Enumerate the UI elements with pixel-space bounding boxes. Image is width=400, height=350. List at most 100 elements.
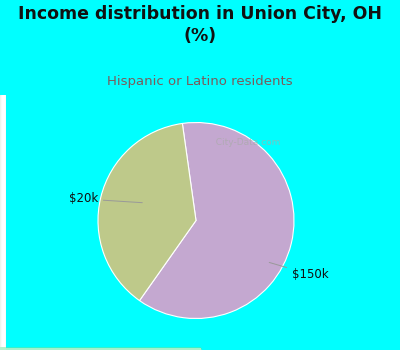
- Bar: [0, 349, 200, 350]
- Bar: [1, 94, 3, 350]
- Bar: [0, 348, 200, 350]
- Bar: [2, 94, 4, 350]
- Bar: [0, 94, 2, 350]
- Bar: [0, 94, 2, 350]
- Bar: [0, 348, 200, 350]
- Bar: [2, 94, 4, 350]
- Bar: [2, 94, 4, 350]
- Bar: [0, 348, 200, 349]
- Bar: [0, 348, 200, 349]
- Bar: [0, 348, 200, 349]
- Bar: [1, 94, 3, 350]
- Bar: [0, 94, 2, 350]
- Bar: [0, 348, 200, 349]
- Bar: [0, 348, 200, 349]
- Bar: [2, 94, 4, 350]
- Bar: [0, 348, 200, 349]
- Bar: [0, 94, 2, 350]
- Bar: [1, 94, 3, 350]
- Bar: [1, 94, 3, 350]
- Bar: [1, 94, 3, 350]
- Bar: [0, 94, 2, 350]
- Bar: [0, 348, 200, 349]
- Bar: [0, 348, 200, 349]
- Bar: [0, 348, 200, 349]
- Bar: [0, 348, 200, 349]
- Bar: [1, 94, 3, 350]
- Bar: [2, 94, 4, 350]
- Bar: [1, 94, 3, 350]
- Bar: [0, 349, 200, 350]
- Bar: [0, 349, 200, 350]
- Bar: [0, 349, 200, 350]
- Bar: [2, 94, 4, 350]
- Bar: [0, 348, 200, 349]
- Bar: [0, 348, 200, 349]
- Bar: [0, 348, 200, 349]
- Bar: [0, 348, 200, 349]
- Bar: [0, 348, 200, 350]
- Bar: [0, 348, 200, 349]
- Bar: [1, 94, 3, 350]
- Bar: [0, 349, 200, 350]
- Bar: [1, 94, 3, 350]
- Bar: [0, 349, 200, 350]
- Bar: [0, 349, 200, 350]
- Bar: [0, 349, 200, 350]
- Bar: [0, 94, 2, 350]
- Bar: [0, 349, 200, 350]
- Bar: [0, 94, 2, 350]
- Bar: [0, 349, 200, 350]
- Bar: [0, 348, 200, 350]
- Bar: [0, 348, 200, 349]
- Bar: [0, 349, 200, 350]
- Bar: [1, 94, 3, 350]
- Bar: [1, 94, 3, 350]
- Bar: [2, 94, 4, 350]
- Bar: [0, 348, 200, 349]
- Bar: [0, 348, 200, 350]
- Bar: [1, 94, 3, 350]
- Bar: [0, 348, 200, 349]
- Bar: [2, 94, 4, 350]
- Bar: [0, 348, 200, 349]
- Bar: [1, 94, 3, 350]
- Bar: [1, 94, 3, 350]
- Bar: [0, 349, 200, 350]
- Bar: [0, 348, 200, 349]
- Bar: [1, 94, 3, 350]
- Bar: [1, 94, 3, 350]
- Bar: [1, 94, 3, 350]
- Bar: [1, 94, 3, 350]
- Bar: [0, 348, 200, 349]
- Bar: [0, 348, 200, 349]
- Bar: [0, 348, 200, 349]
- Bar: [0, 348, 200, 349]
- Wedge shape: [140, 122, 294, 318]
- Bar: [0, 94, 2, 350]
- Bar: [0, 94, 2, 350]
- Bar: [0, 349, 200, 350]
- Text: $150k: $150k: [269, 262, 329, 281]
- Bar: [0, 348, 200, 349]
- Bar: [0, 349, 200, 350]
- Bar: [0, 94, 2, 350]
- Bar: [2, 94, 4, 350]
- Bar: [0, 348, 200, 349]
- Bar: [0, 348, 200, 349]
- Bar: [0, 348, 200, 349]
- Bar: [0, 94, 2, 350]
- Bar: [0, 348, 200, 349]
- Bar: [1, 94, 3, 350]
- Text: City-Data.com: City-Data.com: [210, 138, 280, 147]
- Text: Income distribution in Union City, OH
(%): Income distribution in Union City, OH (%…: [18, 5, 382, 45]
- Bar: [0, 348, 200, 349]
- Bar: [2, 94, 4, 350]
- Bar: [1, 94, 3, 350]
- Bar: [0, 348, 200, 349]
- Bar: [0, 348, 200, 349]
- Bar: [1, 94, 3, 350]
- Bar: [0, 349, 200, 350]
- Bar: [0, 94, 2, 350]
- Bar: [0, 348, 200, 349]
